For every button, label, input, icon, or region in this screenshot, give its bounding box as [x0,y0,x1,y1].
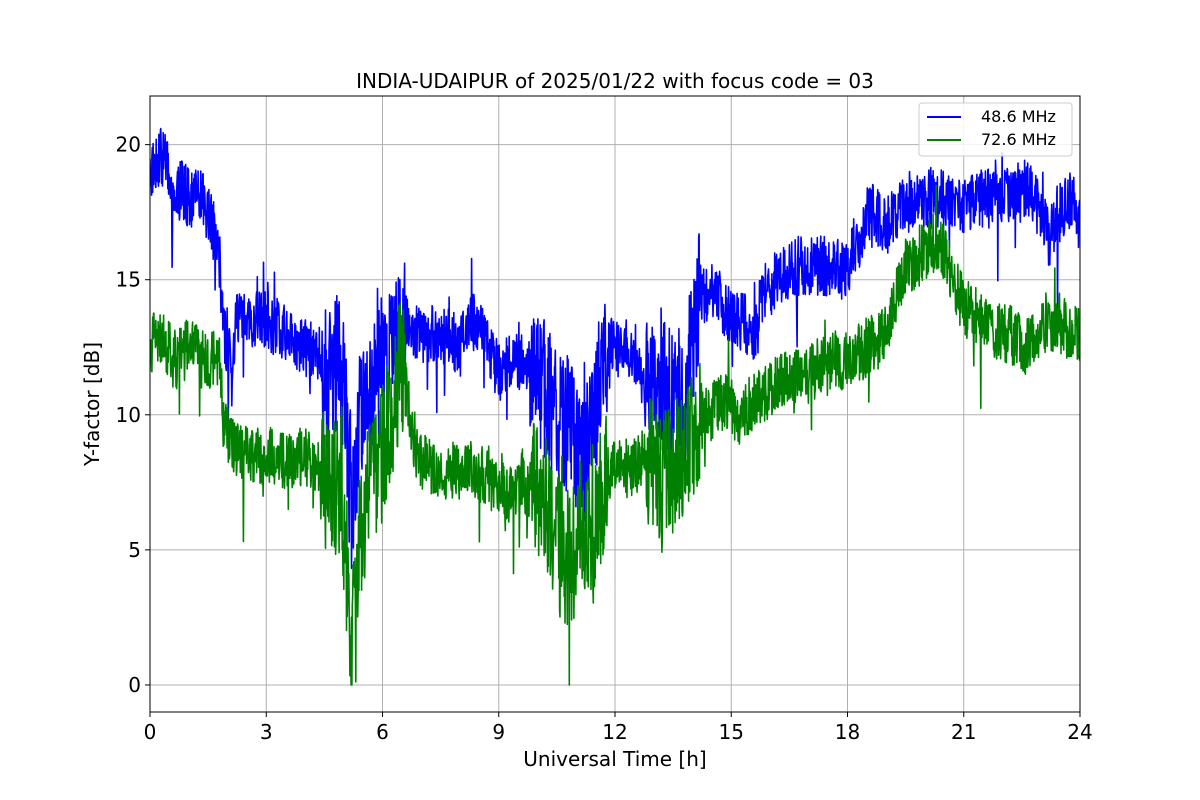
series-line-72-6-mhz [150,184,1080,686]
x-tick-label: 6 [376,720,389,744]
x-tick-label: 21 [951,720,976,744]
series-line-48-6-mhz [150,127,1080,570]
y-tick-label: 15 [116,268,141,292]
series-layer [150,127,1080,686]
x-tick-label: 18 [835,720,860,744]
legend-label-48-6-mhz: 48.6 MHz [981,107,1056,126]
ticks: 0 3 6 9 12 15 18 21 24 0 5 10 15 20 [116,133,1093,744]
legend-label-72-6-mhz: 72.6 MHz [981,130,1056,149]
x-tick-label: 15 [719,720,744,744]
y-tick-label: 10 [116,403,141,427]
x-tick-label: 9 [492,720,505,744]
y-tick-label: 5 [128,538,141,562]
y-tick-label: 0 [128,673,141,697]
grid [149,96,1081,712]
x-tick-label: 3 [260,720,273,744]
x-axis-label: Universal Time [h] [523,747,706,771]
y-axis-label: Y-factor [dB] [80,342,104,467]
chart-title: INDIA-UDAIPUR of 2025/01/22 with focus c… [356,69,874,93]
x-tick-label: 12 [602,720,627,744]
x-tick-label: 24 [1067,720,1092,744]
legend: 48.6 MHz 72.6 MHz [918,102,1073,157]
y-tick-label: 20 [116,133,141,157]
x-tick-label: 0 [144,720,157,744]
